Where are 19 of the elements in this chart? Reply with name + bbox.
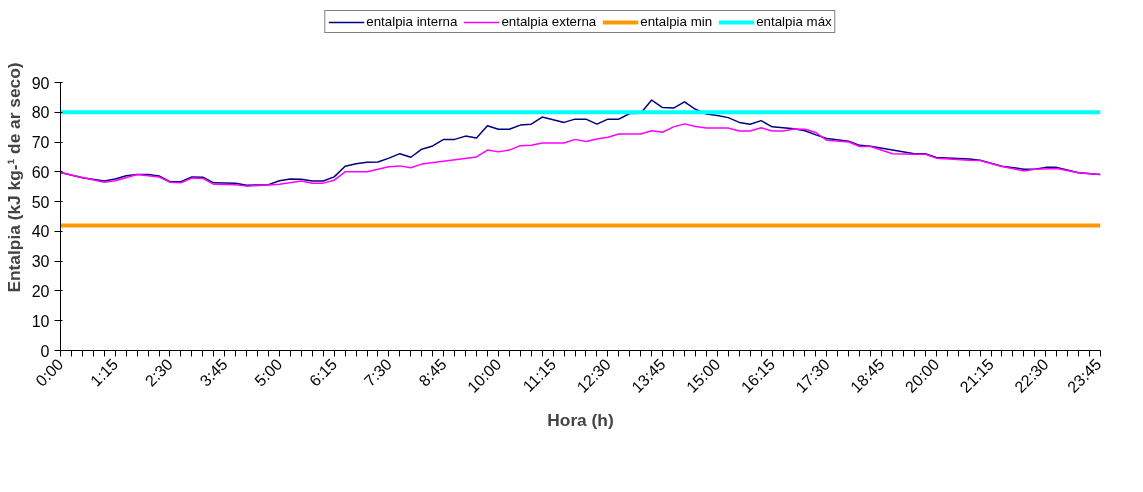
- line-series: [60, 123, 1101, 187]
- x-tick-label: 7:30: [360, 355, 395, 390]
- legend-label: entalpia externa: [501, 14, 597, 29]
- y-tick-label: 50: [31, 193, 50, 211]
- y-tick-label: 60: [31, 163, 50, 181]
- y-tick-label: 40: [31, 223, 50, 241]
- legend-label: entalpia interna: [366, 14, 458, 29]
- y-tick-label: 90: [31, 74, 50, 92]
- y-tick-label: 30: [31, 253, 50, 271]
- legend-label: entalpia máx: [756, 14, 832, 29]
- y-tick-label: 80: [31, 104, 50, 122]
- y-axis-title: Entalpia (kJ kg-¹ de ar seco): [3, 62, 24, 293]
- y-tick-label: 10: [31, 312, 50, 330]
- x-tick-label: 5:00: [251, 355, 286, 390]
- y-tick-label: 20: [31, 282, 50, 300]
- legend-label: entalpia min: [640, 14, 713, 29]
- x-axis-title: Hora (h): [547, 409, 614, 430]
- y-tick-label: 70: [31, 134, 50, 152]
- y-tick-label: 0: [40, 342, 50, 360]
